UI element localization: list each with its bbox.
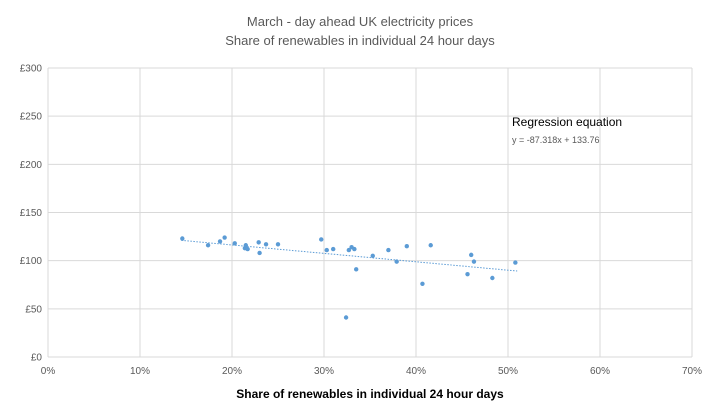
- data-point: [205, 243, 211, 248]
- y-tick-label: £250: [20, 112, 43, 123]
- data-point: [428, 243, 433, 248]
- points-layer: [180, 235, 518, 320]
- y-tick-label: £150: [20, 208, 43, 219]
- chart-subtitle-line: Share of renewables in individual 24 hou…: [225, 33, 495, 48]
- data-point: [343, 315, 349, 320]
- data-point: [331, 246, 336, 252]
- y-tick-label: £0: [31, 353, 43, 364]
- regression-equation: y = -87.318x + 133.76: [512, 135, 600, 145]
- data-point: [217, 239, 223, 244]
- chart-title-line: March - day ahead UK electricity prices: [246, 14, 474, 29]
- x-tick-label: 40%: [406, 366, 426, 377]
- data-point: [243, 243, 248, 248]
- data-point: [222, 235, 227, 240]
- data-point: [245, 246, 250, 252]
- x-tick-label: 70%: [682, 366, 702, 377]
- data-point: [354, 267, 359, 272]
- y-tick-label: £50: [25, 304, 42, 315]
- tick-labels-layer: £0 £50 £100 £150 £200 £250 £300 0% 10% 20% 30% 40% 5…: [20, 64, 702, 378]
- regression-title: Regression equation: [512, 115, 622, 129]
- data-point: [420, 281, 425, 286]
- x-tick-label: 10%: [130, 366, 150, 377]
- data-point: [404, 244, 409, 249]
- data-point: [465, 271, 470, 277]
- data-point: [386, 247, 391, 253]
- trendline-layer: [181, 239, 518, 272]
- x-axis-label: Share of renewables in individual 24 hou…: [236, 387, 504, 401]
- trendline: [181, 239, 518, 272]
- data-point: [257, 250, 262, 256]
- y-tick-label: £100: [20, 256, 43, 267]
- data-point: [490, 275, 495, 281]
- chart-title: March - day ahead UK electricity prices …: [0, 12, 720, 50]
- data-point: [232, 241, 237, 246]
- x-tick-label: 30%: [314, 366, 334, 377]
- data-point: [324, 247, 329, 253]
- data-point: [263, 242, 269, 247]
- data-point: [370, 253, 375, 259]
- data-point: [275, 242, 281, 247]
- grid-layer: [47, 67, 693, 358]
- data-point: [256, 240, 261, 245]
- data-point: [471, 259, 477, 264]
- data-point: [469, 252, 474, 258]
- x-tick-label: 0%: [41, 366, 56, 377]
- x-tick-label: 20%: [222, 366, 242, 377]
- data-point: [319, 237, 324, 242]
- data-point: [352, 246, 357, 252]
- y-tick-label: £200: [20, 160, 43, 171]
- x-tick-label: 50%: [498, 366, 518, 377]
- data-point: [394, 259, 399, 264]
- data-point: [346, 247, 352, 253]
- data-point: [513, 260, 518, 265]
- x-tick-label: 60%: [590, 366, 610, 377]
- data-point: [180, 236, 185, 241]
- y-tick-label: £300: [20, 64, 43, 75]
